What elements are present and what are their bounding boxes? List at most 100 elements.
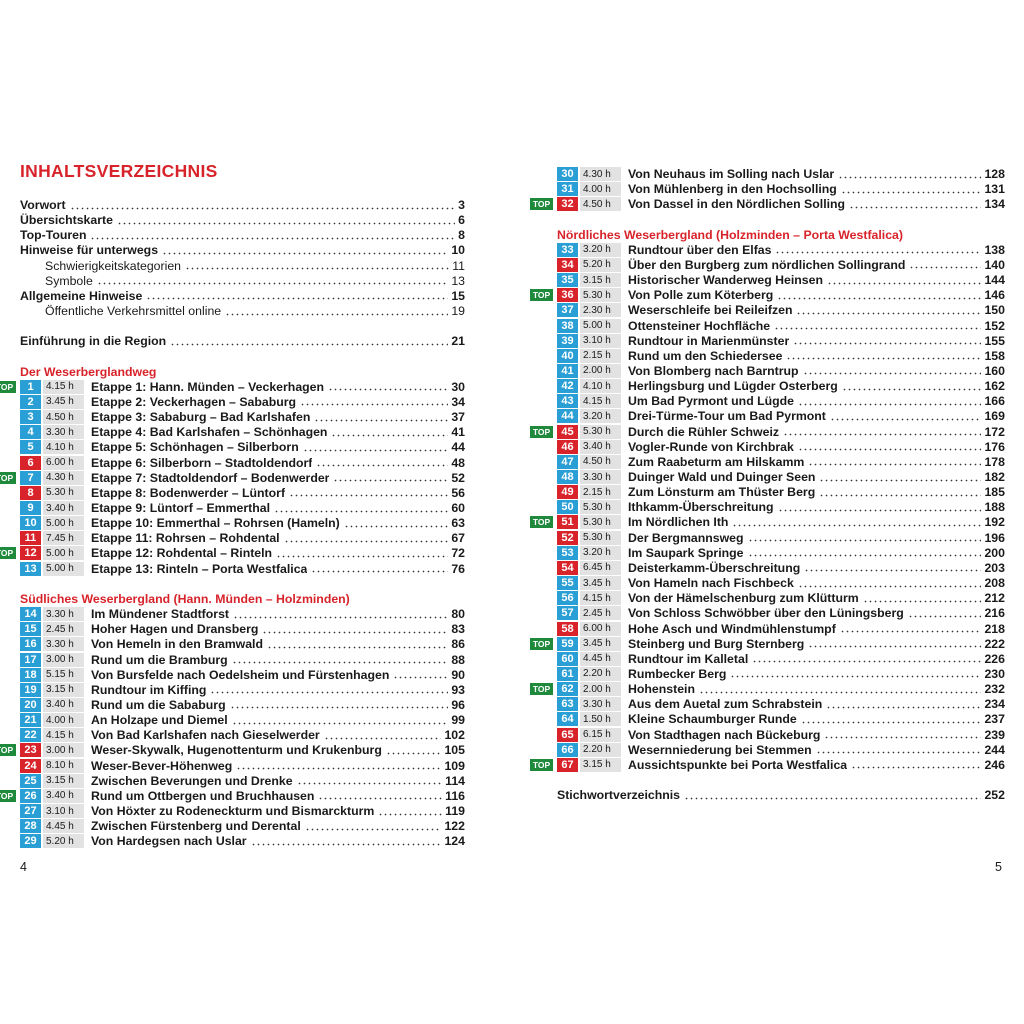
tour-title: Etappe 13: Rinteln – Porta Westfalica: [91, 561, 308, 576]
dot-leader: [146, 297, 449, 301]
tour-entry: 57 2.45 h Von Schloss Schwöbber über den L…: [557, 605, 1005, 621]
tour-title: Von Dassel in den Nördlichen Solling: [628, 197, 846, 212]
tour-page: 172: [984, 424, 1005, 439]
tour-page: 76: [451, 561, 465, 576]
tour-title: Etappe 5: Schönhagen – Silberborn: [91, 440, 299, 455]
tour-number: 43: [557, 394, 578, 409]
top-badge: TOP: [530, 198, 553, 211]
entry-page: 10: [451, 243, 465, 258]
entry-title: Öffentliche Verkehrsmittel online: [45, 304, 222, 319]
section-heading: Südliches Weserbergland (Hann. Münden – …: [20, 591, 350, 606]
dot-leader: [304, 827, 442, 831]
tour-duration: 5.00 h: [580, 318, 621, 333]
tour-duration: 4.15 h: [43, 379, 84, 394]
tour-entry: 5 4.10 h Etappe 5: Schönhagen – Silberborn…: [20, 439, 465, 455]
tour-duration: 3.40 h: [43, 788, 84, 803]
tour-entry: 24 8.10 h Weser-Bever-Höhenweg 109: [20, 758, 465, 774]
tour-duration: 4.00 h: [43, 713, 84, 728]
tour-number: 26: [20, 788, 41, 803]
tour-page: 37: [451, 410, 465, 425]
tour-number: 41: [557, 363, 578, 378]
tour-page: 119: [445, 804, 465, 818]
tour-duration: 3.30 h: [43, 425, 84, 440]
dot-leader: [826, 705, 982, 709]
tour-page: 182: [984, 470, 1005, 484]
tour-entry: TOP 45 5.30 h Durch die Rühler Schweiz 172: [530, 424, 1005, 440]
dot-leader: [815, 751, 982, 755]
tour-title: Von Bursfelde nach Oedelsheim und Fürste…: [91, 667, 390, 682]
tour-number: 66: [557, 742, 578, 757]
page-number: 5: [995, 860, 1002, 874]
tour-number: 55: [557, 576, 578, 591]
tour-page: 63: [451, 516, 465, 531]
tour-title: Von der Hämelschenburg zum Klütturm: [628, 591, 859, 606]
tour-entry: 31 4.00 h Von Mühlenberg in den Hochsollin…: [557, 181, 1005, 197]
tour-duration: 3.00 h: [43, 652, 84, 667]
tour-entry: 47 4.50 h Zum Raabeturm am Hilskamm 178: [557, 454, 1005, 470]
tour-entry: 10 5.00 h Etappe 10: Emmerthal – Rohrsen (…: [20, 515, 465, 531]
entry-title: Einführung in die Region: [20, 334, 167, 349]
tour-duration: 3.15 h: [580, 757, 621, 772]
tour-title: Etappe 1: Hann. Münden – Veckerhagen: [91, 379, 325, 394]
toc-subentry: Öffentliche Verkehrsmittel online 19: [20, 303, 465, 319]
dot-leader: [808, 463, 982, 467]
tour-number: 6: [20, 455, 41, 470]
tour-page: 192: [984, 515, 1005, 530]
tour-number: 35: [557, 273, 578, 288]
tour-duration: 5.15 h: [43, 667, 84, 682]
tour-title: Rundtour über den Elfas: [628, 242, 772, 257]
tour-number: 28: [20, 819, 41, 834]
dot-leader: [840, 190, 982, 194]
dot-leader: [793, 342, 982, 346]
tour-number: 27: [20, 804, 41, 818]
tour-entry: 14 3.30 h Im Mündener Stadtforst 80: [20, 606, 465, 622]
tour-number: 63: [557, 697, 578, 712]
tour-number: 9: [20, 501, 41, 515]
tour-number: 39: [557, 333, 578, 348]
tour-title: Hohe Asch und Windmühlenstumpf: [628, 621, 836, 636]
dot-leader: [777, 296, 982, 300]
tour-page: 196: [984, 530, 1005, 545]
tour-title: Aus dem Auetal zum Schrabstein: [628, 697, 823, 712]
dot-leader: [909, 266, 982, 270]
tour-entry: 25 3.15 h Zwischen Beverungen und Drenke 11…: [20, 773, 465, 789]
dot-leader: [302, 448, 449, 452]
tour-duration: 2.00 h: [580, 682, 621, 697]
entry-page: 252: [984, 788, 1005, 803]
dot-leader: [838, 175, 982, 179]
tour-number: 62: [557, 682, 578, 697]
tour-duration: 6.15 h: [580, 727, 621, 742]
tour-duration: 5.30 h: [580, 288, 621, 303]
section-heading: Der Weserberglandweg: [20, 364, 157, 379]
tour-number: 7: [20, 470, 41, 485]
tour-duration: 5.00 h: [43, 561, 84, 576]
dot-leader: [162, 251, 449, 255]
tour-title: Herlingsburg und Lügder Osterberg: [628, 379, 838, 394]
top-badge: TOP: [0, 789, 16, 802]
tour-title: Ithkamm-Überschreitung: [628, 500, 774, 515]
tour-entry: 19 3.15 h Rundtour im Kiffing 93: [20, 682, 465, 698]
tour-page: 232: [984, 682, 1005, 697]
tour-page: 109: [444, 758, 465, 773]
tour-duration: 6.00 h: [43, 455, 84, 470]
tour-number: 5: [20, 440, 41, 455]
tour-entry: 65 6.15 h Von Stadthagen nach Bückeburg 239: [557, 727, 1005, 743]
tour-page: 30: [451, 379, 465, 394]
tour-page: 178: [984, 454, 1005, 469]
tour-title: Rumbecker Berg: [628, 666, 727, 681]
dot-leader: [802, 372, 982, 376]
tour-page: 72: [451, 546, 465, 561]
tour-title: Deisterkamm-Überschreitung: [628, 560, 801, 575]
tour-page: 188: [984, 500, 1005, 515]
dot-leader: [328, 388, 449, 392]
tour-duration: 4.10 h: [580, 379, 621, 394]
tour-duration: 2.45 h: [43, 622, 84, 637]
dot-leader: [862, 599, 982, 603]
tour-number: 11: [20, 531, 41, 546]
tour-duration: 4.00 h: [580, 182, 621, 197]
tour-page: 208: [984, 576, 1005, 591]
dot-leader: [250, 842, 442, 846]
dot-leader: [804, 569, 982, 573]
tour-page: 67: [451, 531, 465, 546]
